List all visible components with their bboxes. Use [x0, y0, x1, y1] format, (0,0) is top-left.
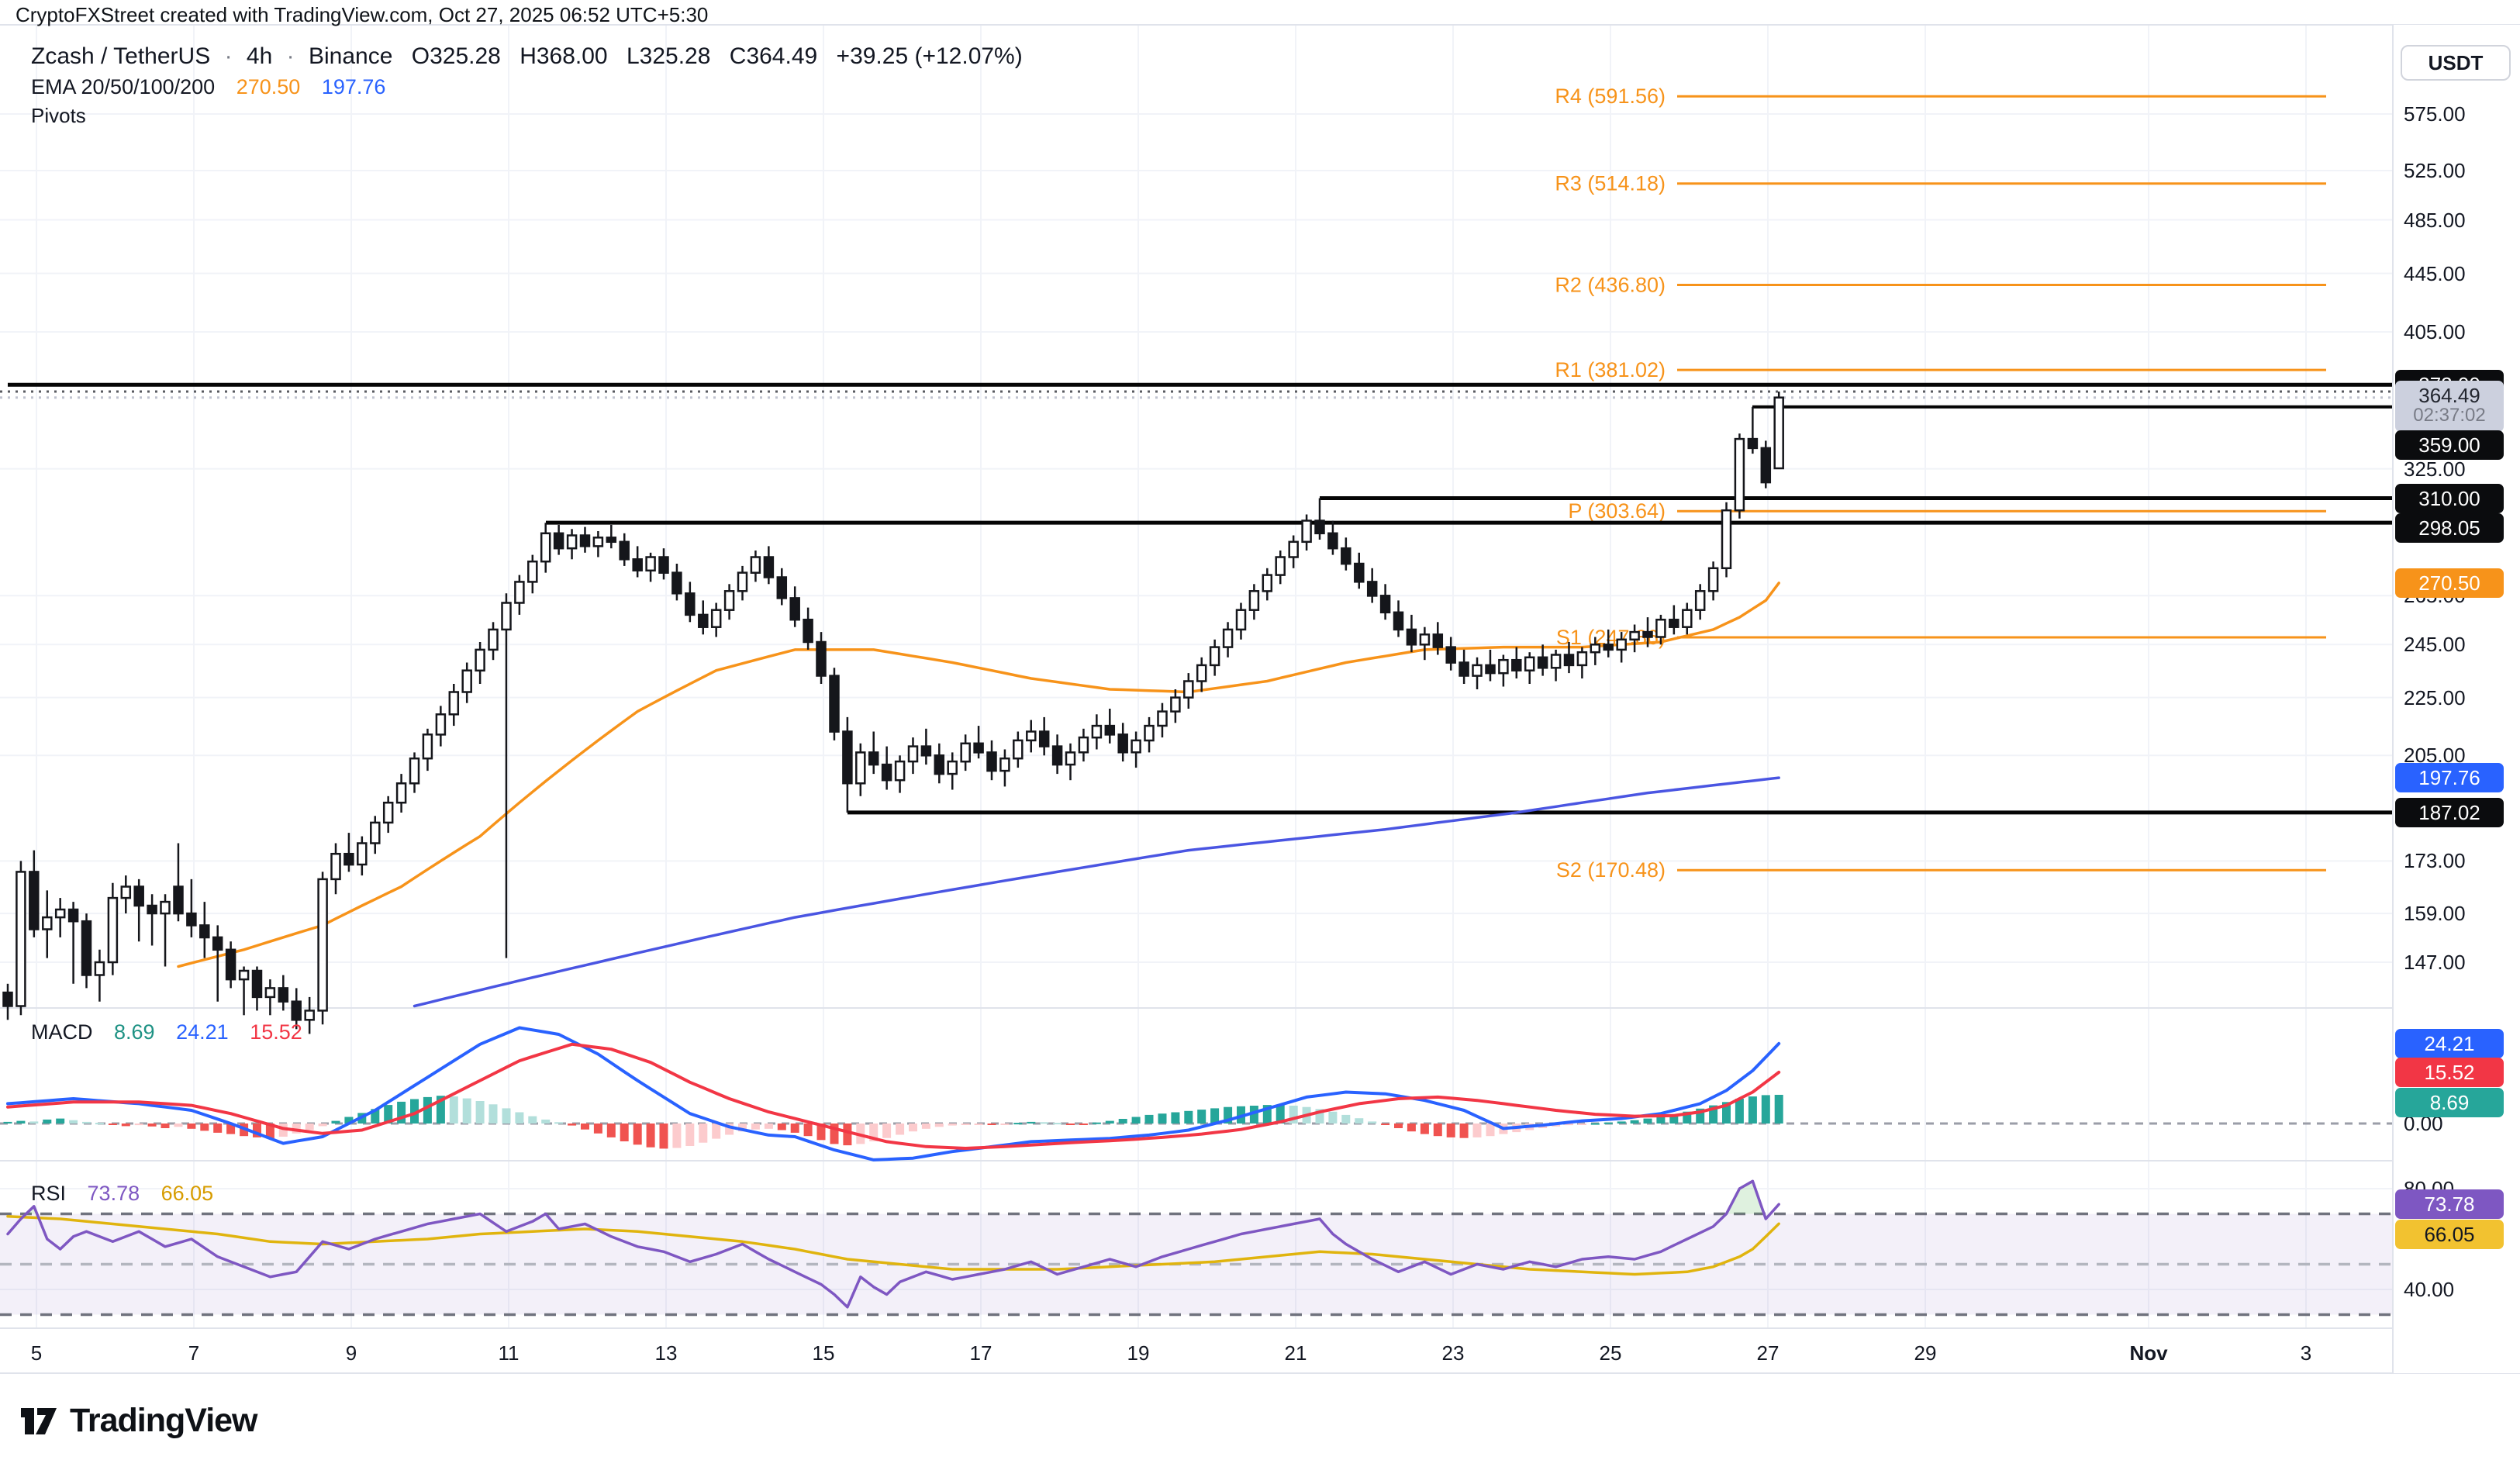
drawn-horizontal-lines[interactable] — [0, 382, 2392, 815]
ema-slow-value: 197.76 — [321, 75, 386, 98]
close-label: C — [729, 43, 747, 69]
price-level-badge: 310.00 — [2395, 483, 2504, 513]
time-tick-label: 7 — [188, 1341, 200, 1365]
time-tick-label: 17 — [969, 1341, 992, 1365]
price-tick-label: 159.00 — [2404, 902, 2466, 926]
symbol-legend-row[interactable]: Zcash / TetherUS · 4h · Binance O325.28 … — [31, 43, 1023, 70]
rsi-legend-row[interactable]: RSI 73.78 66.05 — [31, 1182, 213, 1206]
price-tick-label: 445.00 — [2404, 261, 2466, 285]
price-axis-panel[interactable]: 575.00525.00485.00445.00405.00325.00265.… — [2392, 25, 2520, 1373]
time-tick-label: 15 — [812, 1341, 835, 1365]
high-value: 368.00 — [536, 43, 608, 69]
macd-line-value: 24.21 — [176, 1020, 229, 1044]
time-tick-label: 23 — [1441, 1341, 1465, 1365]
price-level-badge: 359.00 — [2395, 430, 2504, 460]
price-tick-label: 225.00 — [2404, 685, 2466, 709]
rsi-ma-value: 66.05 — [161, 1182, 214, 1205]
exchange-label[interactable]: Binance — [308, 43, 393, 69]
open-value: 325.28 — [430, 43, 501, 69]
pivots-label[interactable]: Pivots — [31, 104, 86, 127]
pivot-lines: R4 (591.56) R3 (514.18) R2 (436.80) R1 (381… — [1555, 85, 2326, 882]
currency-toggle-button[interactable]: USDT — [2401, 45, 2511, 81]
price-tick-label: 405.00 — [2404, 320, 2466, 344]
time-tick-label: 21 — [1284, 1341, 1307, 1365]
svg-text:R3 (514.18): R3 (514.18) — [1555, 172, 1666, 195]
legend-separator: · — [286, 43, 295, 69]
low-value: 325.28 — [639, 43, 711, 69]
time-tick-label: Nov — [2129, 1341, 2168, 1365]
macd-value-badge: 8.69 — [2395, 1087, 2504, 1117]
time-tick-label: 29 — [1914, 1341, 1937, 1365]
macd-hist-value: 8.69 — [114, 1020, 155, 1044]
svg-text:R1 (381.02): R1 (381.02) — [1555, 358, 1666, 381]
svg-text:R4 (591.56): R4 (591.56) — [1555, 85, 1666, 108]
time-tick-label: 27 — [1756, 1341, 1780, 1365]
macd-value-badge: 24.21 — [2395, 1028, 2504, 1058]
ema-lines — [177, 582, 1780, 1008]
time-tick-label: 25 — [1599, 1341, 1622, 1365]
macd-legend-row[interactable]: MACD 8.69 24.21 15.52 — [31, 1020, 302, 1044]
current-price-badge: 364.49 02:37:02 — [2395, 380, 2504, 432]
attribution-text: CryptoFXStreet created with TradingView.… — [16, 3, 709, 26]
tradingview-logo-text: TradingView — [70, 1401, 257, 1439]
rsi-value: 73.78 — [87, 1182, 140, 1205]
time-tick-label: 19 — [1127, 1341, 1150, 1365]
time-tick-label: 5 — [30, 1341, 43, 1365]
low-label: L — [626, 43, 640, 69]
symbol-name[interactable]: Zcash / TetherUS — [31, 43, 211, 69]
price-tick-label: 325.00 — [2404, 457, 2466, 481]
price-level-badge: 270.50 — [2395, 568, 2504, 598]
time-tick-label: 3 — [2300, 1341, 2312, 1365]
open-label: O — [411, 43, 430, 69]
price-tick-label: 525.00 — [2404, 158, 2466, 182]
ema-fast-value: 270.50 — [236, 75, 301, 98]
interval-label[interactable]: 4h — [246, 43, 273, 69]
svg-text:R2 (436.80): R2 (436.80) — [1555, 274, 1666, 297]
ema-label[interactable]: EMA 20/50/100/200 — [31, 75, 216, 98]
price-tick-label: 485.00 — [2404, 208, 2466, 232]
price-level-badge: 298.05 — [2395, 513, 2504, 544]
svg-text:S2 (170.48): S2 (170.48) — [1556, 858, 1666, 882]
rsi-value-badge: 66.05 — [2395, 1220, 2504, 1250]
pivots-legend-row[interactable]: Pivots — [31, 104, 86, 128]
price-level-badge: 197.76 — [2395, 763, 2504, 793]
macd-histogram — [3, 1095, 1783, 1149]
high-label: H — [520, 43, 537, 69]
rsi-value-badge: 73.78 — [2395, 1189, 2504, 1220]
rsi-lines — [6, 1179, 1780, 1309]
close-value: 364.49 — [746, 43, 818, 69]
change-value: +39.25 (+12.07%) — [836, 43, 1023, 69]
svg-text:P (303.64): P (303.64) — [1568, 499, 1666, 523]
price-tick-label: 575.00 — [2404, 102, 2466, 126]
tradingview-logo-icon — [21, 1408, 57, 1434]
macd-lines — [6, 1026, 1781, 1162]
macd-value-badge: 15.52 — [2395, 1057, 2504, 1087]
price-level-badge: 187.02 — [2395, 797, 2504, 827]
tradingview-logo[interactable]: TradingView — [19, 1400, 257, 1441]
rsi-label[interactable]: RSI — [31, 1182, 67, 1205]
price-tick-label: 245.00 — [2404, 633, 2466, 657]
time-tick-label: 11 — [498, 1341, 520, 1365]
macd-signal-value: 15.52 — [250, 1020, 302, 1044]
price-tick-label: 147.00 — [2404, 951, 2466, 974]
candlesticks — [2, 392, 1784, 1034]
time-tick-label: 9 — [345, 1341, 357, 1365]
ema-legend-row[interactable]: EMA 20/50/100/200 270.50 197.76 — [31, 75, 385, 99]
macd-label[interactable]: MACD — [31, 1020, 93, 1044]
rsi-tick-label: 40.00 — [2404, 1278, 2455, 1301]
legend-separator: · — [224, 43, 233, 69]
price-tick-label: 173.00 — [2404, 849, 2466, 873]
time-tick-label: 13 — [654, 1341, 678, 1365]
